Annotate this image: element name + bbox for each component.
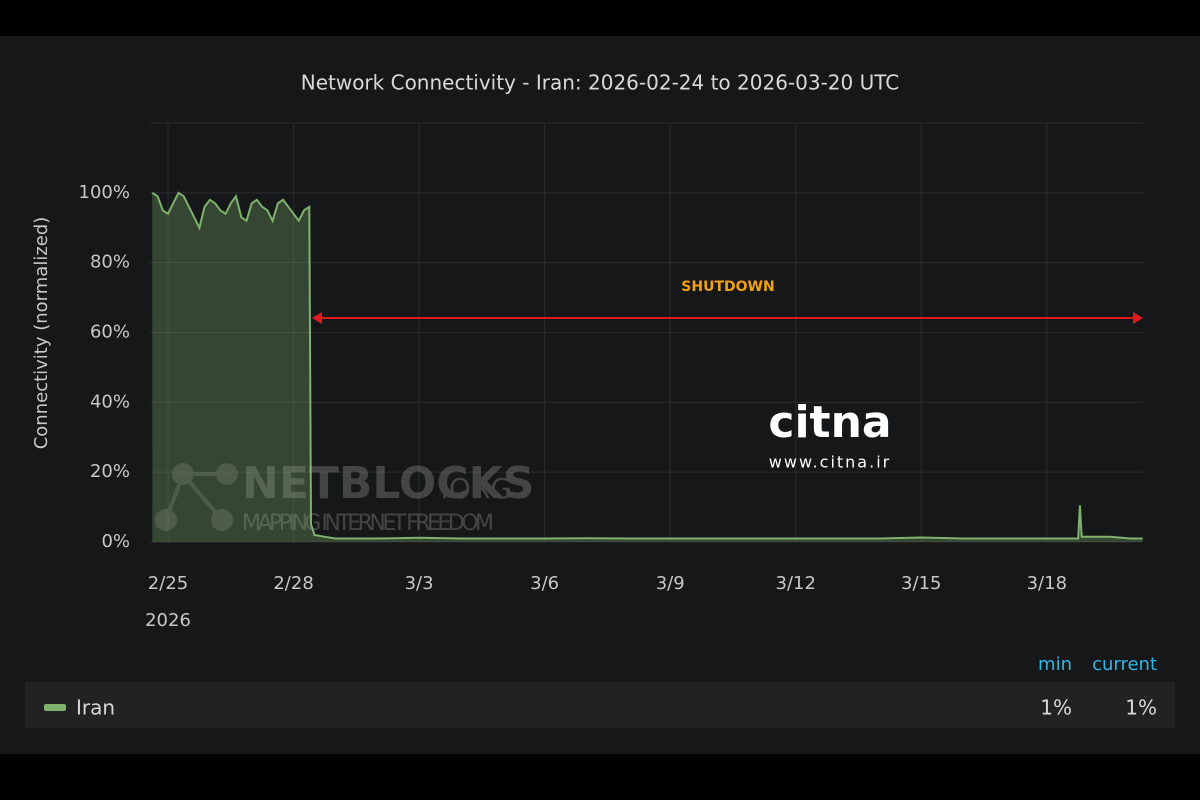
citna-url: www.citna.ir xyxy=(769,453,891,472)
y-tick-label: 80% xyxy=(90,252,130,273)
chart-title: Network Connectivity - Iran: 2026-02-24 … xyxy=(301,71,900,95)
legend-label[interactable]: Iran xyxy=(76,696,115,720)
x-year-label: 2026 xyxy=(145,610,191,631)
series-line xyxy=(151,191,1143,540)
x-tick-label: 3/15 xyxy=(901,573,941,594)
wm-link xyxy=(181,472,224,522)
wm-text: .ORG xyxy=(440,472,512,505)
y-axis-label: Connectivity (normalized) xyxy=(31,217,52,450)
y-tick-label: 40% xyxy=(90,391,130,412)
y-tick-label: 100% xyxy=(79,182,130,203)
x-tick-label: 3/3 xyxy=(405,573,434,594)
wm-dot xyxy=(155,509,177,531)
x-tick-label: 3/18 xyxy=(1027,573,1067,594)
legend-stat: 1% xyxy=(1125,696,1157,720)
wm-link xyxy=(164,473,185,521)
citna-logo: citna xyxy=(768,397,891,448)
y-tick-label: 20% xyxy=(90,461,130,482)
arrow-head xyxy=(312,312,322,324)
series-area xyxy=(152,192,1143,543)
x-tick-label: 3/9 xyxy=(656,573,685,594)
wm-dot xyxy=(211,509,233,531)
annotation-label: SHUTDOWN xyxy=(681,279,774,295)
netblocks-watermark: NETBLOCKS .ORG MAPPING INTERNET FREEDOM xyxy=(155,458,534,536)
y-tick-label: 0% xyxy=(101,531,130,552)
x-tick-label: 2/28 xyxy=(273,573,313,594)
legend-swatch xyxy=(44,704,66,711)
legend-stat: 1% xyxy=(1040,696,1072,720)
wm-dot xyxy=(216,463,238,485)
wm-text: NETBLOCKS xyxy=(242,458,534,509)
x-tick-label: 3/12 xyxy=(776,573,816,594)
legend-row xyxy=(25,682,1175,728)
legend-column-header[interactable]: min xyxy=(1038,654,1072,675)
legend-column-header[interactable]: current xyxy=(1092,654,1157,675)
wm-text: MAPPING INTERNET FREEDOM xyxy=(242,511,494,536)
arrow-head xyxy=(1133,312,1143,324)
panel xyxy=(0,36,1200,754)
y-tick-label: 60% xyxy=(90,322,130,343)
x-tick-label: 2/25 xyxy=(148,573,188,594)
wm-dot xyxy=(172,463,194,485)
x-tick-label: 3/6 xyxy=(530,573,559,594)
grid xyxy=(150,122,1143,543)
